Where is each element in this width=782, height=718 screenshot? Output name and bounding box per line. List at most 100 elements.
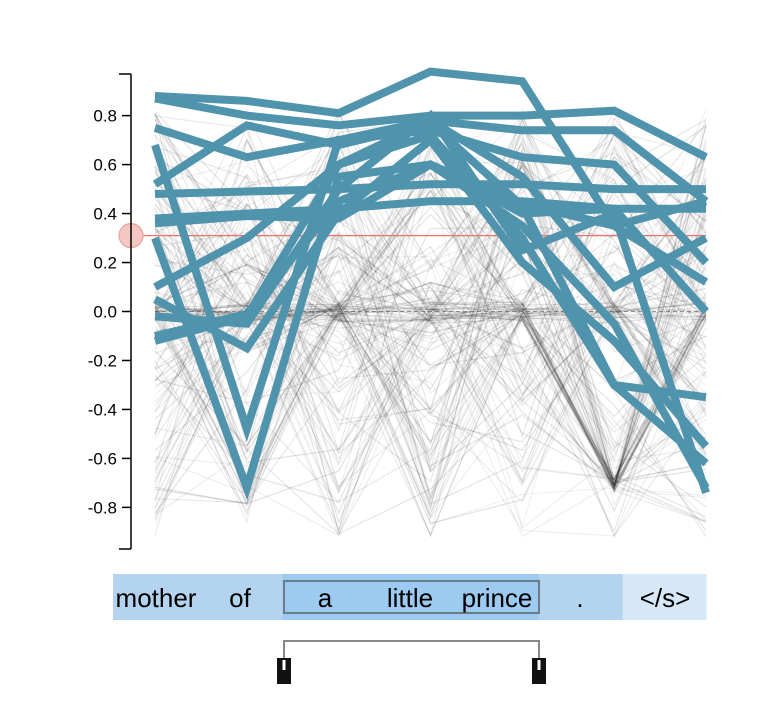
background-series-line	[154, 301, 707, 505]
background-series-line	[154, 192, 707, 504]
background-series-line	[154, 173, 707, 406]
background-series-line	[154, 125, 707, 507]
background-series-line	[154, 313, 707, 487]
token-label[interactable]: mother	[116, 583, 197, 613]
token-label[interactable]: a	[318, 583, 333, 613]
background-series-line	[154, 148, 707, 534]
background-series-line	[154, 139, 707, 538]
background-series-line	[154, 263, 707, 482]
background-series-line	[154, 160, 707, 486]
token-label[interactable]: little	[387, 583, 433, 613]
background-series-line	[154, 124, 707, 537]
background-series-line	[154, 113, 707, 508]
background-series-line	[154, 213, 707, 453]
y-axis: 0.8 0.6 0.4 0.2 0.0 -0.2 -0.4 -0.6 -0.8	[88, 73, 132, 550]
y-tick-label: -0.4	[88, 400, 117, 419]
y-tick-label: -0.2	[88, 351, 117, 370]
background-series-line	[154, 262, 707, 518]
token-label[interactable]: of	[229, 583, 251, 613]
background-series-line	[154, 163, 707, 414]
token-cell[interactable]	[198, 574, 283, 620]
background-series-line	[154, 231, 707, 454]
background-series-line	[154, 268, 707, 484]
highlighted-series-group[interactable]	[151, 67, 710, 501]
background-series-line	[154, 119, 707, 461]
range-handle[interactable]	[532, 658, 546, 684]
background-series-line	[154, 228, 707, 493]
y-tick-label: -0.6	[88, 449, 117, 468]
range-bracket[interactable]	[277, 640, 546, 684]
range-handle[interactable]	[277, 658, 291, 684]
background-series-line	[154, 214, 707, 487]
y-tick-label: 0.4	[93, 205, 117, 224]
background-series-line	[154, 255, 707, 502]
highlighted-series-line[interactable]	[153, 134, 710, 449]
background-series-line	[154, 109, 707, 537]
background-series-line	[154, 304, 707, 512]
background-series-line	[154, 110, 707, 491]
background-series-line	[154, 130, 707, 364]
background-series-line	[154, 179, 707, 451]
background-series-line	[154, 181, 707, 415]
background-series-line	[154, 182, 707, 413]
background-series-line	[154, 138, 707, 514]
background-series-line	[154, 171, 707, 464]
token-cell[interactable]	[622, 574, 707, 620]
background-series-line	[154, 174, 707, 490]
background-series-line	[154, 117, 707, 393]
token-label[interactable]: prince	[462, 583, 533, 613]
background-series-line	[154, 146, 707, 506]
background-series-line	[154, 260, 707, 504]
background-series-line	[154, 170, 707, 462]
background-series-line	[154, 122, 707, 404]
background-series-line	[154, 281, 707, 538]
background-series-line	[154, 232, 707, 456]
background-series-line	[154, 255, 707, 473]
token-cell[interactable]	[113, 574, 199, 620]
highlighted-series-line[interactable]	[154, 180, 706, 198]
background-series-line	[154, 124, 707, 389]
background-series-line	[154, 306, 707, 486]
background-series-line	[154, 155, 707, 487]
background-series-line	[154, 110, 707, 439]
background-series-line	[154, 162, 707, 515]
background-series-line	[154, 137, 707, 525]
background-series-line	[154, 160, 707, 510]
background-series-line	[154, 119, 707, 539]
background-series-line	[154, 131, 707, 523]
background-series-line	[154, 202, 707, 490]
highlighted-series-line[interactable]	[153, 115, 708, 345]
background-series-line	[154, 269, 707, 516]
background-series-line	[154, 170, 707, 490]
background-series-line	[154, 134, 707, 475]
background-series-line	[154, 168, 707, 494]
range-bracket-line	[283, 640, 540, 663]
selection-box[interactable]	[283, 580, 540, 614]
y-tick-label: 0.8	[93, 107, 117, 126]
background-series-line	[154, 159, 707, 538]
background-series-line	[154, 207, 707, 508]
background-series-group	[154, 108, 707, 539]
background-series-line	[154, 137, 707, 389]
background-series-line	[154, 164, 707, 483]
background-series-line	[154, 245, 707, 490]
y-tick-label: -0.8	[88, 498, 117, 517]
background-series-line	[154, 112, 707, 488]
background-series-line	[154, 134, 707, 483]
background-series-line	[154, 114, 707, 418]
token-label[interactable]: </s>	[640, 583, 691, 613]
background-series-line	[154, 244, 707, 535]
token-label[interactable]: .	[576, 583, 583, 613]
background-series-line	[154, 304, 707, 531]
y-tick-label: 0.0	[93, 303, 117, 322]
token-cell[interactable]	[538, 574, 624, 620]
background-series-line	[154, 209, 707, 486]
range-handle-grip	[537, 660, 541, 670]
token-bar[interactable]: mother of a little prince. </s>	[113, 574, 707, 620]
background-series-line	[154, 112, 707, 503]
y-tick-label: 0.2	[93, 254, 117, 273]
highlighted-series-line[interactable]	[151, 126, 709, 443]
range-handle-grip	[282, 660, 286, 670]
background-series-line	[154, 125, 707, 503]
